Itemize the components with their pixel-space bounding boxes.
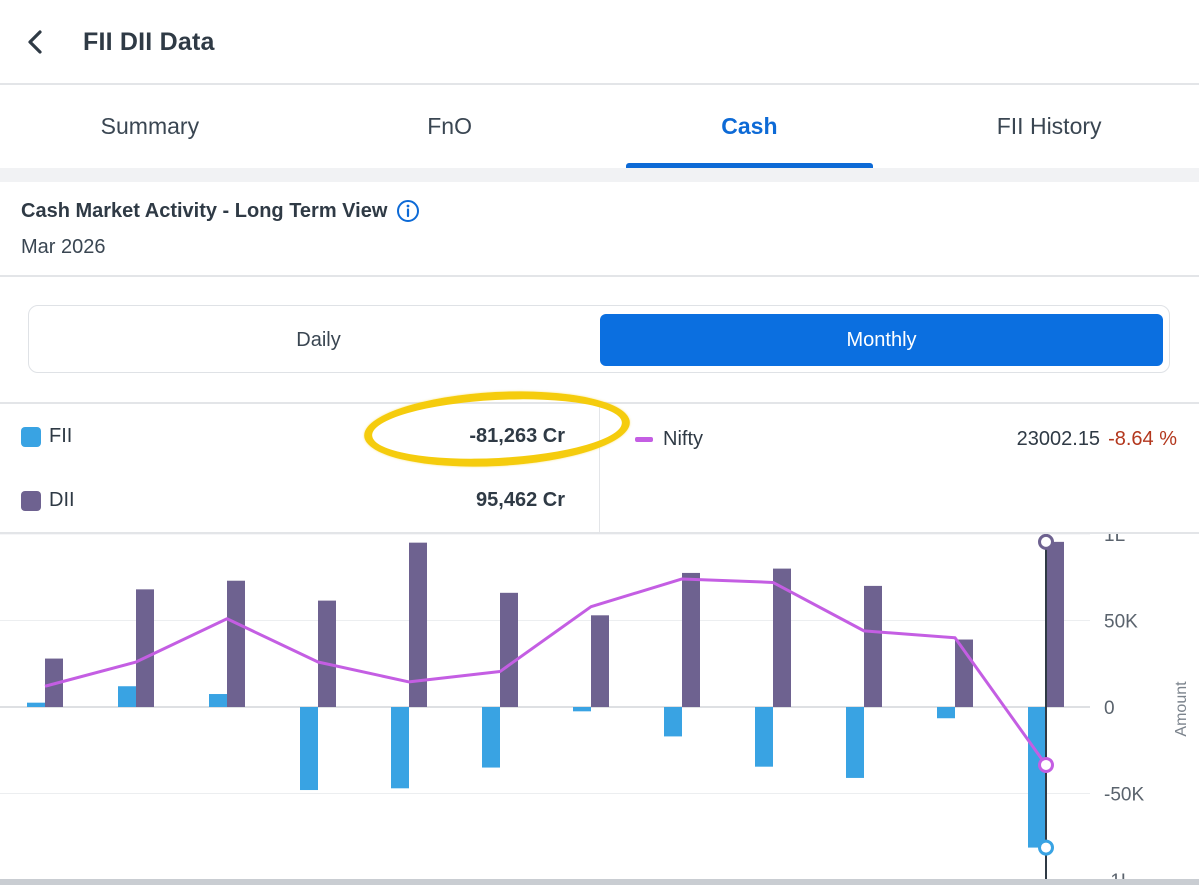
divider xyxy=(0,402,1199,404)
y-axis-label: Amount xyxy=(1173,681,1190,737)
y-tick-label: 1L xyxy=(1104,534,1125,546)
fii-bar xyxy=(755,707,773,767)
fii-bar xyxy=(209,694,227,707)
bottom-strip xyxy=(0,879,1199,885)
section-title: Cash Market Activity - Long Term View xyxy=(21,199,420,223)
legend-fii: FII xyxy=(21,425,72,448)
dii-bar xyxy=(1046,541,1064,707)
nifty-swatch xyxy=(635,437,653,442)
dii-marker xyxy=(1038,534,1054,550)
fii-marker xyxy=(1038,839,1054,856)
tab-fii-history[interactable]: FII History xyxy=(996,113,1102,139)
dii-bar xyxy=(318,600,336,707)
fii-swatch xyxy=(21,426,41,447)
tab-bar: Summary FnO Cash FII History xyxy=(0,85,1199,168)
divider xyxy=(0,83,1199,85)
dii-bar xyxy=(136,589,154,707)
section-date: Mar 2026 xyxy=(21,236,106,258)
fii-bar xyxy=(846,707,864,778)
toggle-daily[interactable]: Daily xyxy=(296,328,341,351)
info-icon[interactable] xyxy=(396,199,420,223)
nifty-line xyxy=(44,577,1048,766)
y-tick-label: 50K xyxy=(1104,612,1138,633)
fii-bar xyxy=(118,686,136,707)
dii-bar xyxy=(864,585,882,707)
page-title: FII DII Data xyxy=(83,28,215,56)
back-arrow-icon[interactable] xyxy=(18,24,54,60)
legend-dii-label: DII xyxy=(49,489,75,511)
dii-bar xyxy=(682,572,700,707)
legend-fii-value: -81,263 Cr xyxy=(469,425,565,447)
nifty-marker xyxy=(1038,756,1054,773)
highlight-annotation xyxy=(362,385,632,473)
legend-fii-label: FII xyxy=(49,425,73,447)
legend-dii: DII xyxy=(21,489,75,512)
tab-fno[interactable]: FnO xyxy=(427,113,472,139)
fii-bar xyxy=(482,707,500,768)
legend-dii-value: 95,462 Cr xyxy=(476,489,565,511)
nifty-value: 23002.15 xyxy=(1016,428,1101,450)
dii-swatch xyxy=(21,490,41,511)
section-gap xyxy=(0,168,1199,182)
divider xyxy=(0,532,1199,534)
dii-bar xyxy=(773,568,791,707)
app-header: FII DII Data xyxy=(0,0,1199,83)
fii-bar xyxy=(27,702,45,707)
section-title-text: Cash Market Activity - Long Term View xyxy=(21,199,388,222)
legend-nifty-label: Nifty xyxy=(663,428,703,450)
fii-bar xyxy=(300,707,318,791)
divider xyxy=(0,275,1199,277)
y-tick-label: -50K xyxy=(1104,785,1144,806)
fii-bar xyxy=(573,707,591,712)
toggle-monthly[interactable]: Monthly xyxy=(600,314,1163,366)
dii-bar xyxy=(227,580,245,707)
dii-bar xyxy=(591,615,609,707)
legend-divider xyxy=(599,404,600,532)
fii-bar xyxy=(664,707,682,737)
period-toggle: Daily Monthly xyxy=(28,305,1170,373)
fii-bar xyxy=(937,707,955,719)
dii-bar xyxy=(500,592,518,707)
nifty-change: -8.64 % xyxy=(1108,428,1177,450)
tab-cash[interactable]: Cash xyxy=(600,85,900,168)
y-tick-label: 0 xyxy=(1104,698,1115,719)
legend-nifty: Nifty xyxy=(635,428,703,451)
tab-summary[interactable]: Summary xyxy=(100,113,200,139)
fii-bar xyxy=(1028,707,1046,848)
fii-bar xyxy=(391,707,409,789)
dii-bar xyxy=(409,542,427,707)
legend-nifty-values: 23002.15 -8.64 % xyxy=(1017,428,1177,451)
